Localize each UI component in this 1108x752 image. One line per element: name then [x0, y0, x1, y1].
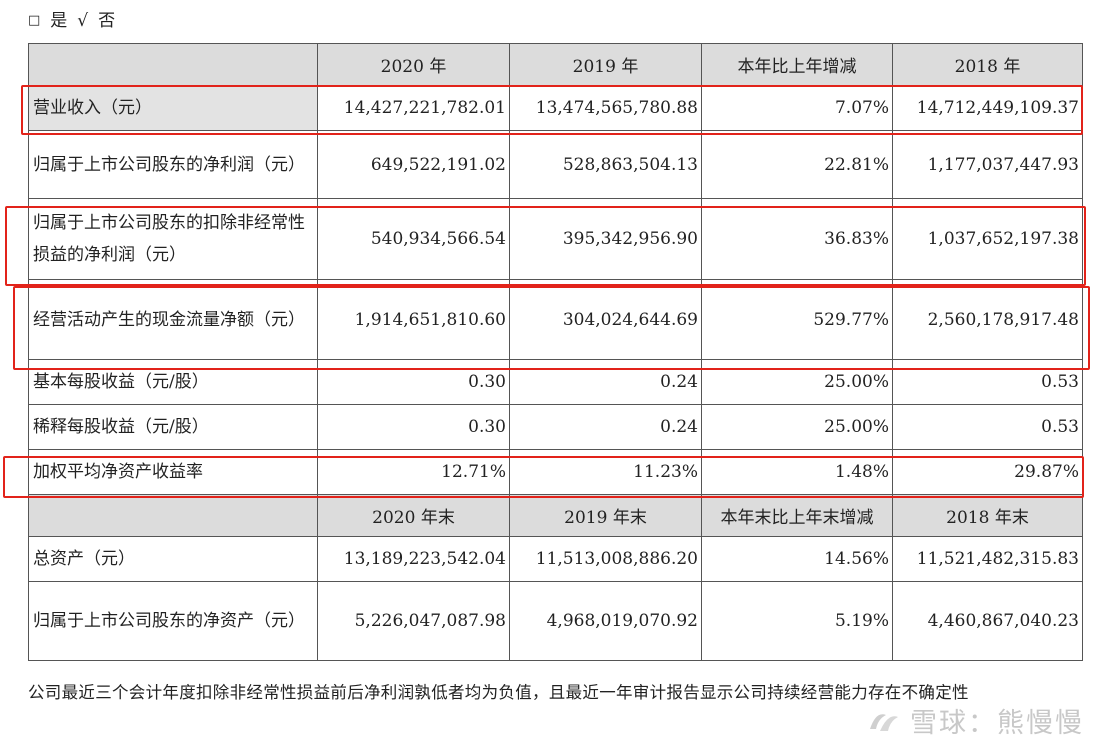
row-label-net-profit: 归属于上市公司股东的净利润（元） [28, 130, 318, 199]
financial-data-table: 2020 年 2019 年 本年比上年增减 2018 年 营业收入（元） 14,… [28, 43, 1083, 661]
cell-value: 5,226,047,087.98 [317, 581, 510, 661]
table-row: 总资产（元） 13,189,223,542.04 11,513,008,886.… [28, 536, 1083, 582]
table-row: 归属于上市公司股东的扣除非经常性损益的净利润（元） 540,934,566.54… [28, 198, 1083, 280]
cell-value: 0.53 [892, 404, 1083, 450]
table2-header-row: 2020 年末 2019 年末 本年末比上年末增减 2018 年末 [28, 494, 1083, 537]
row-label-revenue: 营业收入（元） [28, 85, 318, 131]
cell-value: 14.56% [701, 536, 893, 582]
cell-value: 13,474,565,780.88 [509, 85, 702, 131]
cell-value: 11.23% [509, 449, 702, 495]
snowball-logo-icon [866, 705, 902, 735]
header-change: 本年比上年增减 [701, 43, 893, 86]
cell-value: 0.53 [892, 359, 1083, 405]
cell-value: 13,189,223,542.04 [317, 536, 510, 582]
cell-value: 5.19% [701, 581, 893, 661]
table-row: 经营活动产生的现金流量净额（元） 1,914,651,810.60 304,02… [28, 279, 1083, 360]
cell-value: 0.30 [317, 404, 510, 450]
row-label-basic-eps: 基本每股收益（元/股） [28, 359, 318, 405]
header-2018-end: 2018 年末 [892, 494, 1083, 537]
table-row: 稀释每股收益（元/股） 0.30 0.24 25.00% 0.53 [28, 404, 1083, 450]
cell-value: 1,037,652,197.38 [892, 198, 1083, 280]
cell-value: 29.87% [892, 449, 1083, 495]
table-row: 基本每股收益（元/股） 0.30 0.24 25.00% 0.53 [28, 359, 1083, 405]
header-2019-end: 2019 年末 [509, 494, 702, 537]
cell-value: 395,342,956.90 [509, 198, 702, 280]
cell-value: 1,914,651,810.60 [317, 279, 510, 360]
cell-value: 11,513,008,886.20 [509, 536, 702, 582]
header-change-end: 本年末比上年末增减 [701, 494, 893, 537]
cell-value: 0.24 [509, 359, 702, 405]
cell-value: 14,712,449,109.37 [892, 85, 1083, 131]
row-label-adjusted-net-profit: 归属于上市公司股东的扣除非经常性损益的净利润（元） [28, 198, 318, 280]
row-label-net-assets: 归属于上市公司股东的净资产（元） [28, 581, 318, 661]
header-2020-end: 2020 年末 [317, 494, 510, 537]
cell-value: 14,427,221,782.01 [317, 85, 510, 131]
cell-value: 0.30 [317, 359, 510, 405]
cell-value: 304,024,644.69 [509, 279, 702, 360]
cell-value: 7.07% [701, 85, 893, 131]
table-row: 加权平均净资产收益率 12.71% 11.23% 1.48% 29.87% [28, 449, 1083, 495]
header-2018: 2018 年 [892, 43, 1083, 86]
option-no: 否 [98, 11, 116, 31]
watermark: 雪球：熊慢慢 [866, 700, 1084, 740]
cell-value: 22.81% [701, 130, 893, 199]
cell-value: 528,863,504.13 [509, 130, 702, 199]
cell-value: 529.77% [701, 279, 893, 360]
cell-value: 1,177,037,447.93 [892, 130, 1083, 199]
header-blank-cell [28, 494, 318, 537]
header-blank-cell [28, 43, 318, 86]
cell-value: 25.00% [701, 404, 893, 450]
cell-value: 25.00% [701, 359, 893, 405]
table-row: 归属于上市公司股东的净资产（元） 5,226,047,087.98 4,968,… [28, 581, 1083, 661]
cell-value: 4,460,867,040.23 [892, 581, 1083, 661]
cell-value: 4,968,019,070.92 [509, 581, 702, 661]
footnote-text: 公司最近三个会计年度扣除非经常性损益前后净利润孰低者均为负值，且最近一年审计报告… [28, 683, 969, 702]
cell-value: 1.48% [701, 449, 893, 495]
header-2020: 2020 年 [317, 43, 510, 86]
cell-value: 11,521,482,315.83 [892, 536, 1083, 582]
top-options-line: □ 是 √ 否 [28, 8, 115, 34]
option-yes: 是 [50, 11, 68, 31]
row-label-diluted-eps: 稀释每股收益（元/股） [28, 404, 318, 450]
table-row: 归属于上市公司股东的净利润（元） 649,522,191.02 528,863,… [28, 130, 1083, 199]
row-label-operating-cash-flow: 经营活动产生的现金流量净额（元） [28, 279, 318, 360]
table1-header-row: 2020 年 2019 年 本年比上年增减 2018 年 [28, 43, 1083, 86]
table-row: 营业收入（元） 14,427,221,782.01 13,474,565,780… [28, 85, 1083, 131]
checkbox-symbol: □ [28, 13, 41, 28]
cell-value: 2,560,178,917.48 [892, 279, 1083, 360]
cell-value: 36.83% [701, 198, 893, 280]
check-mark: √ [77, 11, 89, 31]
row-label-weighted-roe: 加权平均净资产收益率 [28, 449, 318, 495]
cell-value: 12.71% [317, 449, 510, 495]
cell-value: 649,522,191.02 [317, 130, 510, 199]
watermark-text: 雪球：熊慢慢 [910, 707, 1084, 739]
row-label-total-assets: 总资产（元） [28, 536, 318, 582]
cell-value: 0.24 [509, 404, 702, 450]
cell-value: 540,934,566.54 [317, 198, 510, 280]
header-2019: 2019 年 [509, 43, 702, 86]
